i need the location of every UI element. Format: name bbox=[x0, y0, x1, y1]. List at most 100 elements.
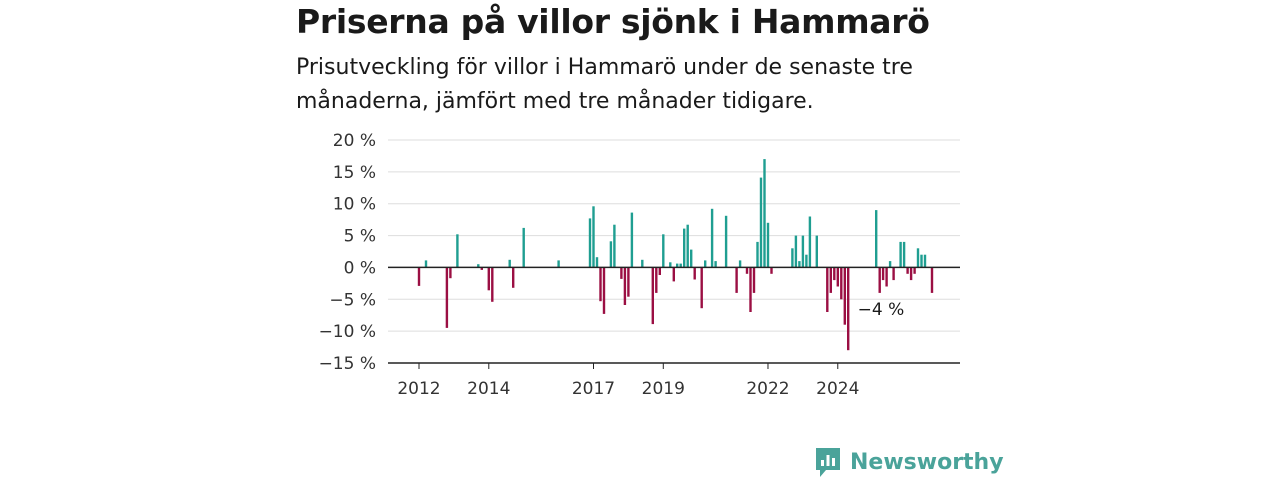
bar bbox=[892, 267, 895, 281]
chart-title: Priserna på villor sjönk i Hammarö bbox=[296, 2, 930, 41]
bar bbox=[641, 259, 644, 268]
y-tick-label: −15 % bbox=[319, 354, 376, 374]
bar bbox=[456, 234, 459, 268]
bar bbox=[613, 224, 616, 268]
bar bbox=[491, 267, 494, 302]
bar bbox=[756, 241, 759, 268]
x-tick-label: 2024 bbox=[816, 379, 859, 399]
bar bbox=[902, 241, 906, 268]
bar bbox=[508, 259, 511, 268]
bar bbox=[620, 267, 623, 279]
bar bbox=[752, 267, 756, 293]
x-tick-label: 2012 bbox=[397, 379, 440, 399]
bar bbox=[829, 267, 832, 293]
bar bbox=[749, 267, 752, 312]
bar bbox=[826, 267, 829, 312]
newsworthy-logo-icon bbox=[816, 448, 840, 477]
bar bbox=[724, 215, 728, 268]
bar bbox=[477, 264, 480, 268]
bar bbox=[909, 267, 913, 281]
bar bbox=[512, 267, 515, 288]
bar bbox=[836, 267, 839, 287]
y-tick-label: 10 % bbox=[333, 195, 376, 215]
bar bbox=[487, 267, 490, 291]
bar bbox=[588, 218, 592, 268]
bar bbox=[913, 267, 916, 274]
bar bbox=[906, 267, 909, 274]
bar bbox=[480, 267, 483, 270]
bar bbox=[424, 260, 428, 268]
y-tick-label: 5 % bbox=[344, 227, 376, 247]
bar bbox=[745, 267, 749, 274]
bar bbox=[798, 261, 801, 268]
bar bbox=[655, 267, 658, 293]
bar bbox=[627, 267, 630, 297]
bar bbox=[920, 254, 923, 268]
bar bbox=[651, 267, 654, 325]
bar bbox=[794, 235, 798, 268]
bar bbox=[833, 267, 836, 281]
bar bbox=[599, 267, 602, 302]
bar bbox=[840, 267, 843, 300]
bar bbox=[592, 206, 595, 268]
bar bbox=[805, 254, 808, 268]
bar bbox=[801, 235, 805, 268]
bar bbox=[881, 267, 885, 281]
bar bbox=[672, 267, 675, 282]
bar bbox=[557, 260, 560, 268]
bar bbox=[791, 248, 794, 268]
bar bbox=[763, 159, 766, 268]
annotation-label: −4 % bbox=[858, 300, 905, 320]
bar bbox=[700, 267, 703, 309]
x-tick-label: 2022 bbox=[746, 379, 789, 399]
bar bbox=[899, 241, 902, 268]
y-tick-label: −10 % bbox=[319, 322, 376, 342]
bar bbox=[714, 261, 717, 268]
bar bbox=[878, 267, 881, 293]
bar bbox=[658, 267, 661, 275]
bar bbox=[522, 227, 525, 268]
bar bbox=[710, 208, 714, 268]
bar bbox=[676, 263, 679, 268]
x-tick-label: 2017 bbox=[572, 379, 615, 399]
bar bbox=[595, 257, 599, 268]
y-tick-label: 15 % bbox=[333, 163, 376, 183]
bar-chart: 20 % 15 % 10 % 5 % 0 % −5 % −10 % −15 % 2012 2014… bbox=[319, 131, 960, 399]
bar bbox=[843, 267, 846, 325]
bar bbox=[923, 254, 927, 268]
bar bbox=[875, 210, 878, 268]
y-tick-label: 20 % bbox=[333, 131, 376, 151]
x-tick-label: 2014 bbox=[467, 379, 510, 399]
bar bbox=[766, 222, 770, 268]
bar bbox=[930, 267, 934, 293]
bar bbox=[662, 234, 665, 268]
bar bbox=[815, 235, 818, 268]
bar bbox=[759, 177, 763, 268]
bar bbox=[738, 260, 742, 268]
y-tick-label: −5 % bbox=[329, 290, 376, 310]
bar bbox=[704, 260, 707, 268]
bar bbox=[449, 267, 452, 279]
bar bbox=[417, 267, 421, 286]
bar bbox=[770, 267, 773, 274]
bar bbox=[735, 267, 738, 293]
bar bbox=[669, 262, 672, 268]
bar bbox=[683, 228, 686, 268]
bar bbox=[888, 261, 892, 268]
y-tick-label: 0 % bbox=[344, 258, 376, 278]
bar bbox=[679, 263, 682, 268]
newsworthy-brand[interactable]: Newsworthy bbox=[814, 446, 1004, 478]
bar bbox=[847, 267, 850, 351]
bar bbox=[808, 216, 812, 268]
bar bbox=[445, 267, 449, 328]
x-tick-label: 2019 bbox=[642, 379, 685, 399]
bar bbox=[623, 267, 627, 305]
bar bbox=[630, 212, 634, 268]
brand-label: Newsworthy bbox=[850, 449, 1004, 475]
bar bbox=[609, 241, 613, 268]
bar bbox=[686, 224, 689, 268]
bar bbox=[602, 267, 606, 314]
bar bbox=[916, 248, 920, 268]
bar bbox=[885, 267, 888, 287]
chart-subtitle: Prisutveckling för villor i Hammarö unde… bbox=[296, 55, 913, 114]
